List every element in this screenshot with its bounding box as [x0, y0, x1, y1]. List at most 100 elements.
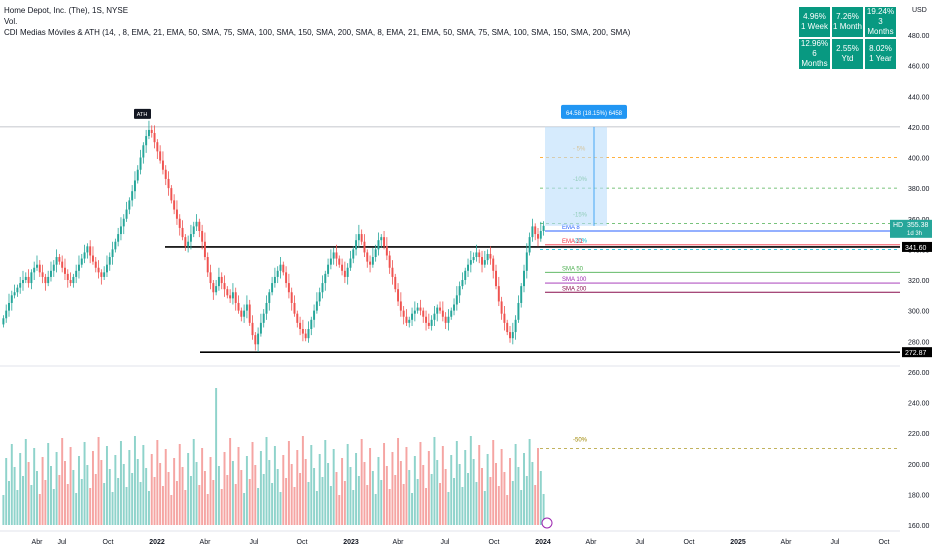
candle-body: [413, 310, 416, 314]
volume-bar: [444, 469, 447, 525]
volume-bar: [147, 491, 150, 525]
volume-bar: [209, 457, 212, 525]
candle-body: [335, 252, 338, 259]
candle-body: [318, 292, 321, 302]
candle-body: [447, 316, 450, 323]
candle-body: [145, 136, 148, 146]
volume-bar: [427, 451, 430, 525]
y-tick-label: 160.00: [908, 523, 930, 530]
candle-body: [206, 257, 209, 273]
candle-body: [257, 333, 260, 345]
y-tick-label: 180.00: [908, 492, 930, 499]
candle-body: [489, 253, 492, 259]
candle-body: [66, 273, 69, 280]
fib-level-label: -50%: [573, 437, 588, 443]
candle-body: [173, 200, 176, 210]
volume-label: Vol.: [4, 17, 18, 26]
candle-body: [125, 209, 128, 219]
volume-bar: [346, 444, 349, 525]
volume-bar: [520, 490, 523, 525]
candle-body: [419, 307, 422, 311]
volume-bar: [229, 438, 232, 525]
candle-body: [408, 319, 411, 323]
y-tick-label: 400.00: [908, 156, 930, 163]
candle-body: [58, 257, 61, 262]
volume-bar: [77, 456, 80, 525]
event-icon: [541, 517, 553, 529]
candle-body: [156, 142, 159, 152]
candle-body: [77, 264, 80, 271]
candle-body: [357, 234, 360, 241]
candle-body: [453, 304, 456, 311]
volume-bar: [170, 495, 173, 525]
candle-body: [369, 261, 372, 265]
candle-body: [285, 272, 288, 284]
candle-body: [248, 304, 251, 323]
candle-body: [75, 270, 78, 277]
volume-bar: [41, 457, 44, 525]
volume-bar: [425, 488, 428, 525]
candle-body: [111, 249, 114, 258]
moving-average-label: EMA 8: [562, 225, 580, 231]
volume-bar: [13, 467, 16, 525]
candle-body: [170, 188, 173, 201]
chart-legend: Home Depot, Inc. (The), 1S, NYSE Vol. CD…: [4, 5, 630, 38]
candle-body: [439, 307, 442, 311]
performance-row: 12.96% 6 Months 2.55% Ytd 8.02% 1 Year: [799, 39, 896, 69]
candle-body: [296, 313, 299, 323]
volume-bar: [405, 447, 408, 525]
candle-body: [271, 283, 274, 293]
volume-bar: [539, 471, 542, 525]
volume-bar: [343, 481, 346, 525]
projection-label: 64.58 (18.15%) 6458: [566, 111, 623, 117]
candle-body: [114, 241, 117, 250]
volume-bar: [447, 492, 450, 525]
volume-bar: [304, 459, 307, 525]
y-tick-label: 440.00: [908, 94, 930, 101]
level-price-label: 272.87: [905, 350, 927, 357]
x-tick-label: Oct: [103, 539, 114, 546]
volume-bar: [117, 478, 120, 525]
candle-body: [411, 313, 414, 320]
symbol-title: Home Depot, Inc. (The), 1S, NYSE: [4, 6, 129, 15]
volume-bar: [383, 443, 386, 525]
candle-body: [268, 292, 271, 303]
candle-body: [321, 283, 324, 293]
x-tick-label: Abr: [393, 539, 405, 546]
candle-body: [425, 316, 428, 323]
candle-body: [514, 319, 517, 333]
candle-body: [385, 246, 388, 256]
candle-body: [119, 226, 122, 235]
candle-body: [184, 237, 187, 247]
volume-bar: [181, 467, 184, 525]
candle-body: [458, 286, 461, 296]
candle-body: [24, 276, 27, 280]
volume-bar: [240, 470, 243, 525]
candle-body: [2, 318, 5, 325]
volume-bar: [234, 484, 237, 525]
volume-bar: [413, 456, 416, 525]
volume-bar: [495, 463, 497, 525]
candle-body: [19, 283, 22, 288]
y-tick-label: 280.00: [908, 339, 930, 346]
candle-body: [534, 226, 537, 235]
y-tick-label: 300.00: [908, 309, 930, 316]
candle-body: [234, 292, 237, 303]
candle-body: [122, 218, 125, 227]
perf-cell: 7.26% 1 Month: [832, 7, 863, 37]
candle-body: [72, 276, 75, 284]
volume-bar: [184, 490, 187, 525]
volume-bar: [254, 465, 257, 525]
volume-bar: [212, 480, 215, 525]
y-tick-label: 260.00: [908, 370, 930, 377]
volume-bar: [89, 488, 92, 525]
volume-bar: [394, 475, 397, 525]
candle-body: [455, 295, 458, 305]
volume-bar: [164, 449, 167, 525]
candle-body: [212, 283, 215, 293]
volume-bar: [156, 440, 159, 525]
candle-body: [374, 249, 377, 258]
candle-body: [304, 333, 307, 339]
candle-body: [245, 304, 248, 311]
